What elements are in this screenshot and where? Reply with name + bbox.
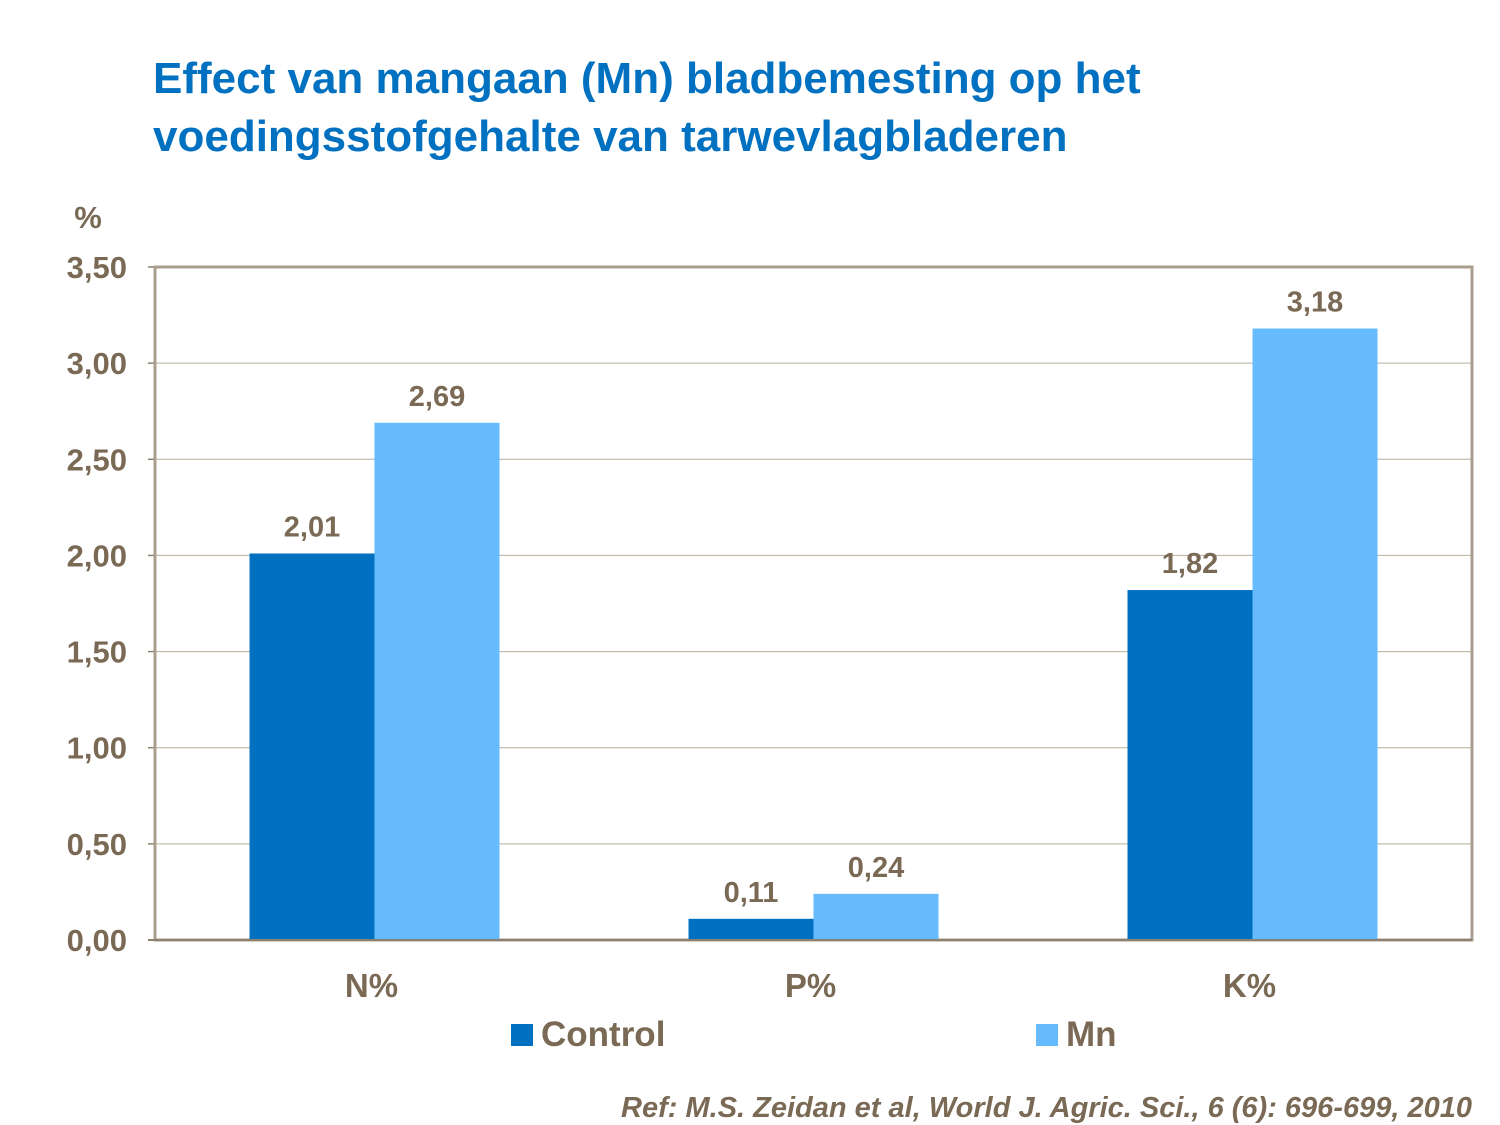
data-label: 1,82 bbox=[1162, 548, 1218, 580]
bar-mn-1 bbox=[813, 893, 939, 940]
y-tick-label: 3,50 bbox=[67, 250, 127, 285]
data-label: 3,18 bbox=[1287, 287, 1343, 319]
legend-label-mn: Mn bbox=[1066, 1015, 1117, 1054]
y-tick-label: 1,00 bbox=[67, 731, 127, 766]
bar-control-1 bbox=[688, 918, 814, 940]
legend-swatch-control bbox=[511, 1024, 533, 1046]
title-line-1: Effect van mangaan (Mn) bladbemesting op… bbox=[153, 54, 1141, 103]
y-tick-label: 1,50 bbox=[67, 635, 127, 670]
data-label: 2,69 bbox=[409, 381, 465, 413]
y-tick-label: 2,00 bbox=[67, 538, 127, 573]
y-tick-label: 3,00 bbox=[67, 346, 127, 381]
bar-control-0 bbox=[249, 553, 375, 940]
bar-mn-2 bbox=[1252, 328, 1378, 940]
title-line-2: voedingsstofgehalte van tarwevlagbladere… bbox=[153, 112, 1068, 161]
y-tick-label: 2,50 bbox=[67, 442, 127, 477]
legend-swatch-mn bbox=[1036, 1024, 1058, 1046]
legend-label-control: Control bbox=[541, 1015, 665, 1054]
y-tick-label: 0,00 bbox=[67, 923, 127, 958]
chart-title: Effect van mangaan (Mn) bladbemesting op… bbox=[153, 50, 1453, 166]
bar-mn-0 bbox=[374, 422, 500, 940]
bar-control-2 bbox=[1127, 590, 1253, 940]
y-axis-label: % bbox=[74, 200, 102, 235]
x-tick-label: N% bbox=[345, 967, 398, 1004]
x-tick-label: K% bbox=[1223, 967, 1276, 1004]
x-tick-label: P% bbox=[785, 967, 836, 1004]
data-label: 0,24 bbox=[848, 852, 904, 884]
data-label: 2,01 bbox=[284, 512, 340, 544]
data-label: 0,11 bbox=[724, 877, 779, 909]
y-tick-label: 0,50 bbox=[67, 827, 127, 862]
reference-text: Ref: M.S. Zeidan et al, World J. Agric. … bbox=[621, 1092, 1472, 1124]
